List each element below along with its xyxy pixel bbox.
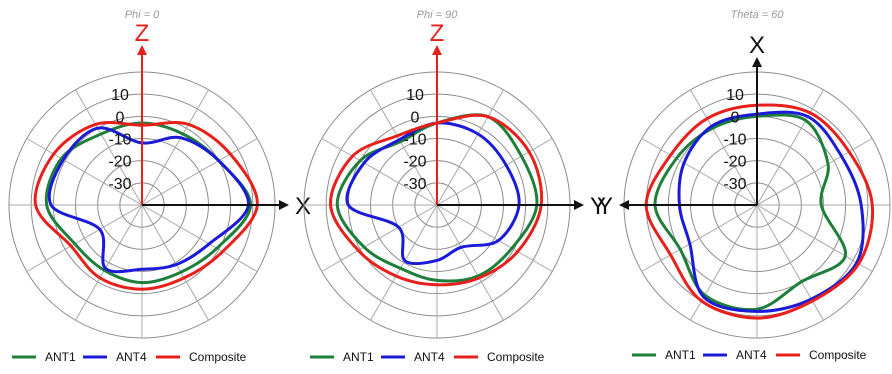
r-tick-label: -30 [723,176,746,193]
arrow-head-icon [752,57,762,67]
grid-spoke [141,204,209,321]
r-tick-label: -20 [108,154,131,171]
grid-spoke [370,204,438,321]
legend-label: Composite [189,350,247,364]
grid-spoke [690,89,758,206]
polar-plot-theta-60: Theta = 60 X Y 10 0 -10 -20 -30 ANT1 ANT4 Composi… [597,9,891,362]
grid-spoke [690,204,758,321]
legend: ANT1 ANT4 Composite [632,348,867,362]
legend: ANT1 ANT4 Composite [310,350,545,364]
axis-label: X [295,193,311,220]
axis-label: X [749,32,765,59]
arrow-head-icon [279,200,289,210]
polar-plot-phi-90: Phi = 90 Z Y 10 0 -10 -20 -30 ANT1 ANT4 Composite [303,9,606,364]
legend-item: ANT1 [632,348,696,362]
grid-spoke [756,89,824,206]
r-tick-label: -30 [108,176,131,193]
r-tick-label: -10 [723,132,746,149]
arrow-head-icon [619,200,629,210]
r-tick-label: 10 [726,87,744,104]
axis-x: X [749,32,765,205]
axis-z: Z [430,20,445,205]
arrow-head-icon [432,45,442,55]
grid-spoke [756,204,824,321]
legend-item: ANT4 [83,350,147,364]
legend: ANT1 ANT4 Composite [12,350,247,364]
r-tick-label: 0 [731,109,740,126]
series-line-composite [329,113,544,287]
axis-x: X [142,193,311,220]
legend-label: ANT4 [116,350,147,364]
legend-label: ANT1 [665,348,696,362]
axis-label: Y [597,193,613,220]
legend-item: ANT1 [12,350,76,364]
legend-item: Composite [454,350,545,364]
legend-label: Composite [487,350,545,364]
series-line-ant4 [47,126,250,274]
legend-item: Composite [776,348,867,362]
series-line-composite [33,121,259,291]
axis-y: Y [597,193,757,220]
r-tick-label: -20 [723,154,746,171]
r-tick-label: 10 [111,87,129,104]
grid-spoke [370,89,438,206]
grid-spoke [26,204,143,272]
polar-plot-phi-0: Phi = 0 Z X 10 0 -10 -20 -30 ANT1 ANT4 Composite [8,9,311,364]
grid-spoke [756,138,873,206]
plot-title: Theta = 60 [731,9,785,21]
legend-item: ANT1 [310,350,374,364]
grid-spoke [641,138,758,206]
grid-spoke [321,138,438,206]
grid-spoke [641,204,758,272]
r-tick-label: -20 [403,154,426,171]
legend-label: ANT1 [45,350,76,364]
axis-z: Z [135,20,150,205]
r-tick-label: -10 [108,132,131,149]
axis-label: Y [590,193,606,220]
grid-spoke [26,138,143,206]
grid-spoke [75,89,143,206]
series-line-ant4 [345,121,521,266]
grid-spoke [141,204,258,272]
grid-spoke [436,89,504,206]
plot-title: Phi = 0 [125,9,160,21]
r-tick-label: 0 [116,109,125,126]
r-tick-label: 10 [406,87,424,104]
grid-spoke [436,138,553,206]
axis-label: Z [430,20,445,47]
legend-label: ANT1 [343,350,374,364]
grid-spoke [141,138,258,206]
arrow-head-icon [574,200,584,210]
legend-label: ANT4 [414,350,445,364]
plot-title: Phi = 90 [417,9,459,21]
grid-spoke [756,204,873,272]
grid-spoke [141,89,209,206]
legend-item: Composite [156,350,247,364]
legend-label: Composite [809,348,867,362]
grid-spoke [75,204,143,321]
r-tick-label: -10 [403,132,426,149]
r-tick-label: 0 [411,109,420,126]
grid-spoke [436,204,553,272]
axis-label: Z [135,20,150,47]
axis-y: Y [437,193,606,220]
series-line-ant4 [677,110,865,313]
series-line-ant1 [44,121,253,285]
grid-spoke [436,204,504,321]
grid-spoke [321,204,438,272]
legend-item: ANT4 [703,348,767,362]
arrow-head-icon [137,45,147,55]
legend-item: ANT4 [381,350,445,364]
r-tick-label: -30 [403,176,426,193]
legend-label: ANT4 [736,348,767,362]
